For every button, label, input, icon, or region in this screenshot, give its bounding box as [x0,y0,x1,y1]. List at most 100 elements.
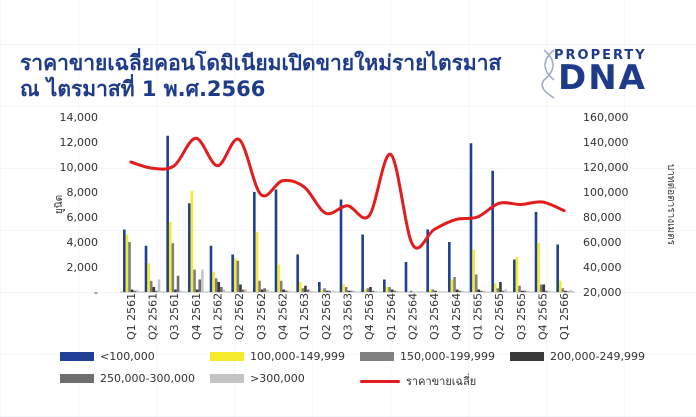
bar [188,203,191,292]
x-tick-label: Q2 2561 [147,293,160,340]
bar [130,289,134,292]
legend-label: 250,000-300,000 [100,372,195,385]
logo-text-top: PROPERTY [554,48,647,63]
x-tick-label: Q3 2562 [255,293,268,340]
bar [458,290,462,292]
bar [539,284,543,292]
bar [482,290,486,292]
legend-line-swatch [360,379,400,383]
x-tick-label: Q1 2563 [298,293,311,340]
right-tick-label: 60,000 [583,236,622,249]
legend-label: ราคาขายเฉลี่ย [406,375,477,388]
bar [450,279,454,292]
bar [472,249,475,292]
bar [366,288,370,292]
bar [195,289,199,292]
x-tick-label: Q1 2565 [472,293,485,340]
x-tick-label: Q1 2561 [125,293,138,340]
bar [434,290,437,292]
bar [534,212,538,292]
bar [320,289,324,292]
bar [222,289,226,292]
x-tick-label: Q4 2565 [537,293,550,340]
dna-helix-icon [541,49,555,99]
bar [253,192,256,292]
bar [566,291,570,292]
bar [547,290,551,292]
bar [157,279,161,292]
bar [301,288,305,292]
bar [491,170,494,292]
bar [396,290,399,292]
bar [174,289,177,292]
bar [504,289,507,292]
bar [526,290,529,292]
bar [523,290,527,292]
legend-label: 200,000-249,999 [550,350,645,363]
bar [558,280,562,292]
bar [244,289,247,292]
bar [171,243,175,292]
bar [342,284,345,292]
x-tick-label: Q1 2564 [385,293,398,340]
x-tick-label: Q1 2566 [558,293,571,340]
legend-swatch [360,352,394,361]
bar [258,280,261,292]
bar [287,290,291,292]
bar [123,229,126,292]
x-tick-label: Q3 2565 [515,293,528,340]
bar [496,288,500,292]
right-tick-label: 40,000 [583,261,622,274]
x-tick-label: Q4 2564 [450,293,463,340]
bar [179,290,182,292]
legend-label: >300,000 [250,372,305,385]
bars-group [123,135,572,292]
bar [133,290,137,292]
bar [455,289,459,292]
bar [266,289,269,292]
bar [296,254,299,292]
bar [347,290,351,292]
x-tick-label: Q2 2564 [407,293,420,340]
legend-swatch [510,352,544,361]
right-tick-label: 100,000 [583,186,629,199]
bar [369,287,372,292]
logo-text-main: DNA [558,58,647,98]
bar [515,257,519,292]
legend-swatch [60,352,94,361]
bar [537,243,540,292]
bar [518,285,521,292]
bar [569,290,572,292]
right-tick-label: 80,000 [583,211,622,224]
legend-item: 200,000-249,999 [510,350,645,363]
y2-axis-label: บาทต่อตารางเมตร [665,164,676,246]
bar [217,282,221,292]
bar [220,287,223,292]
legend-item: 100,000-149,999 [210,350,345,363]
bar [198,279,202,292]
bar [426,229,429,292]
left-tick-label: 6,000 [67,211,99,224]
legend-label: <100,000 [100,350,155,363]
x-tick-label: Q3 2563 [342,293,355,340]
bar [499,282,502,292]
bar [190,190,194,292]
bar [282,289,286,292]
x-tick-label: Q4 2562 [277,293,290,340]
bar [390,289,394,292]
bar [263,288,267,292]
bar [404,262,408,292]
bar [304,285,307,292]
bar [147,263,150,292]
bar [331,290,334,292]
legend-label: 100,000-149,999 [250,350,345,363]
title-line-2: ณ ไตรมาสที่ 1 พ.ศ.2566 [20,77,266,101]
right-tick-label: 140,000 [583,136,629,149]
legend-item: 250,000-300,000 [60,372,195,385]
bar [561,288,565,292]
bar [501,290,505,292]
bar [255,232,259,292]
bar [209,245,213,292]
bar [241,289,245,292]
